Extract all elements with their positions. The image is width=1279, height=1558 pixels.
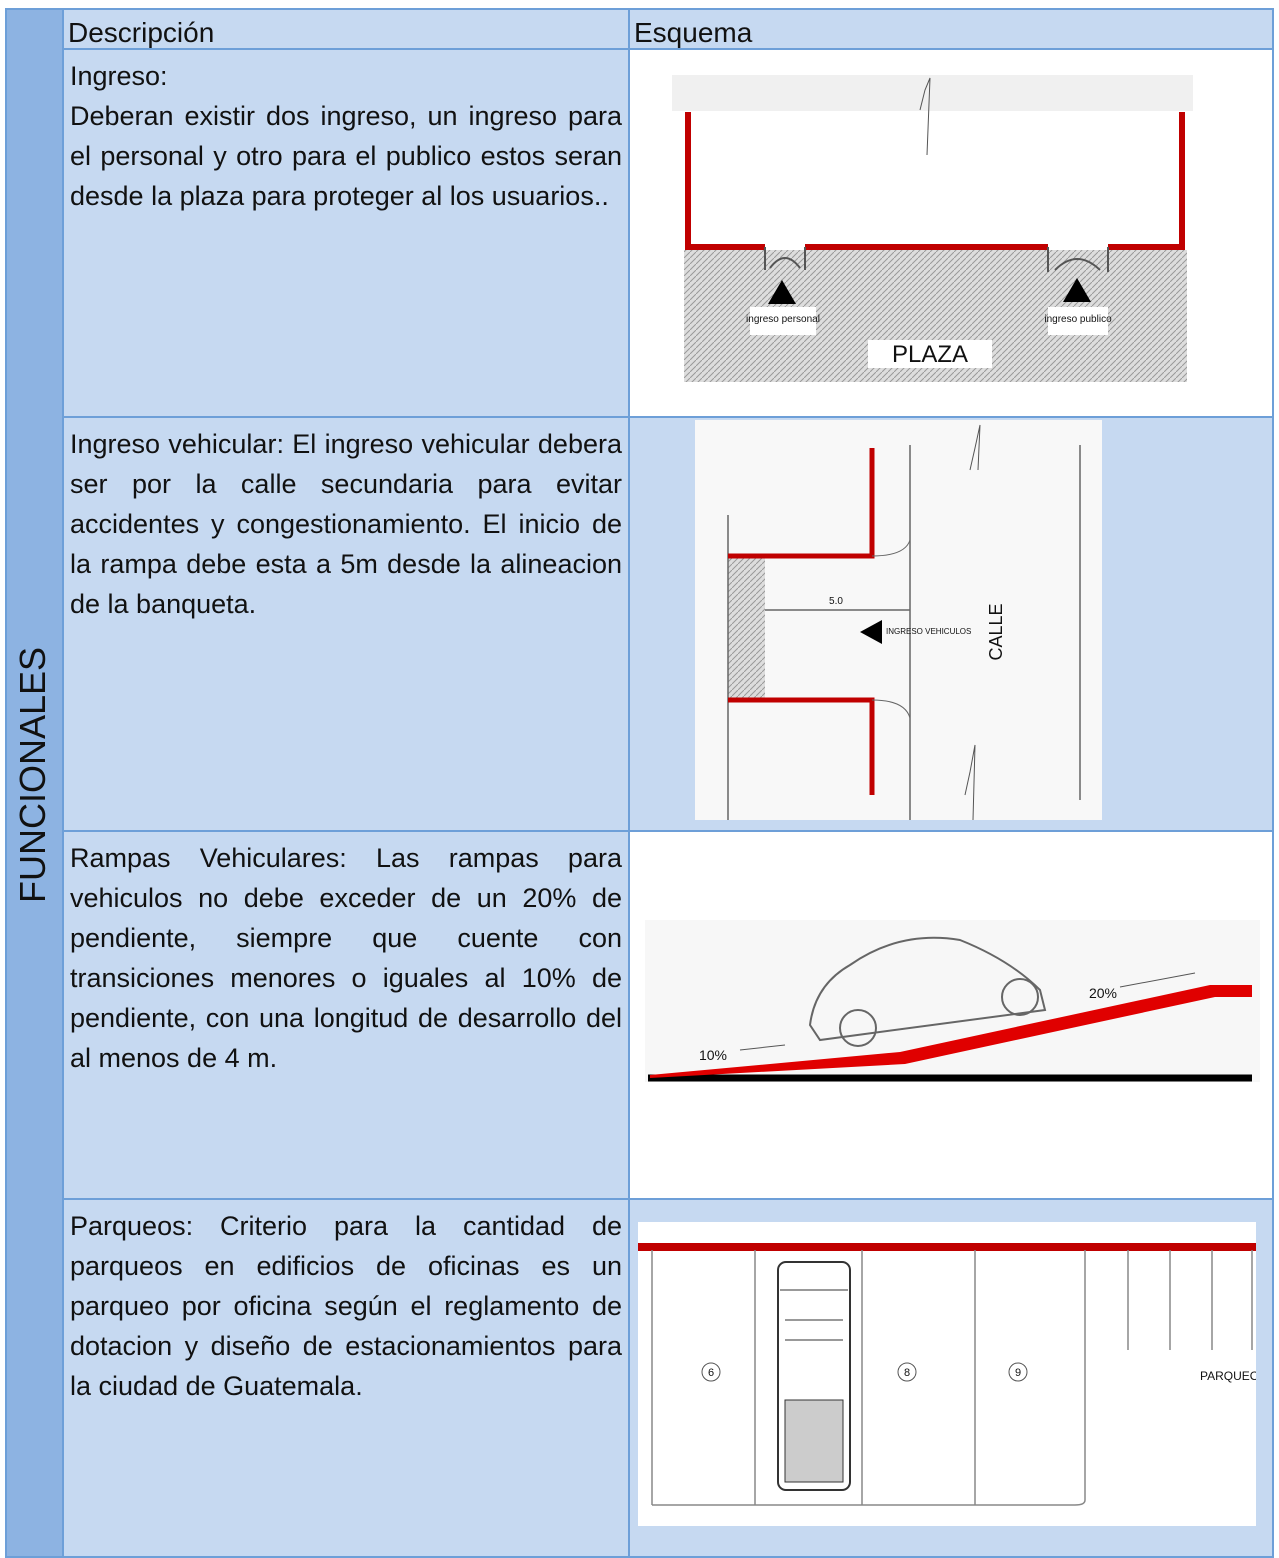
diagram-label: PLAZA [892,341,968,368]
row-title: Parqueos: [70,1211,194,1241]
description-cell: Rampas Vehiculares: Las rampas para vehi… [62,830,630,1200]
vehicle-entrance-diagram: 5.0 INGRESO VEHICULOS CALLE [695,420,1102,821]
header-cell: Esquema [628,8,1274,50]
entrance-diagram: ingreso personal ingreso publico PLAZA [672,75,1193,385]
diagram-label: PARQUEO MOTOS [1200,1369,1279,1383]
side-column [5,8,64,1558]
parking-diagram: 6 8 9 PARQUEO MOTOS [638,1222,1279,1526]
row-text: El ingreso vehicular debera ser por la c… [70,429,622,619]
row-title: Ingreso: [70,61,168,91]
row-title: Rampas Vehiculares: [70,843,347,873]
row-text: Criterio para la cantidad de parqueos en… [70,1211,622,1401]
row-title: Ingreso vehicular: [70,429,284,459]
description-cell: Ingreso vehicular: El ingreso vehicular … [62,416,630,832]
diagram-label: ingreso personal [746,314,820,325]
row-text: Deberan existir dos ingreso, un ingreso … [70,101,622,211]
diagram-label: ingreso publico [1044,314,1112,325]
diagram-label: CALLE [986,603,1006,660]
diagram-label: 6 [708,1367,714,1379]
diagram-label: 5.0 [829,596,843,607]
description-cell: Parqueos: Criterio para la cantidad de p… [62,1198,630,1558]
row-text: Las rampas para vehiculos no debe excede… [70,843,622,1073]
diagram-label: 10% [699,1047,727,1063]
diagram-label: 8 [904,1367,910,1379]
header-cell: Descripción [62,8,630,50]
diagram-label: 9 [1015,1367,1021,1379]
diagram-label: INGRESO VEHICULOS [886,627,971,636]
diagram-label: 20% [1089,985,1117,1001]
ramp-diagram: 10% 20% [645,920,1260,1082]
